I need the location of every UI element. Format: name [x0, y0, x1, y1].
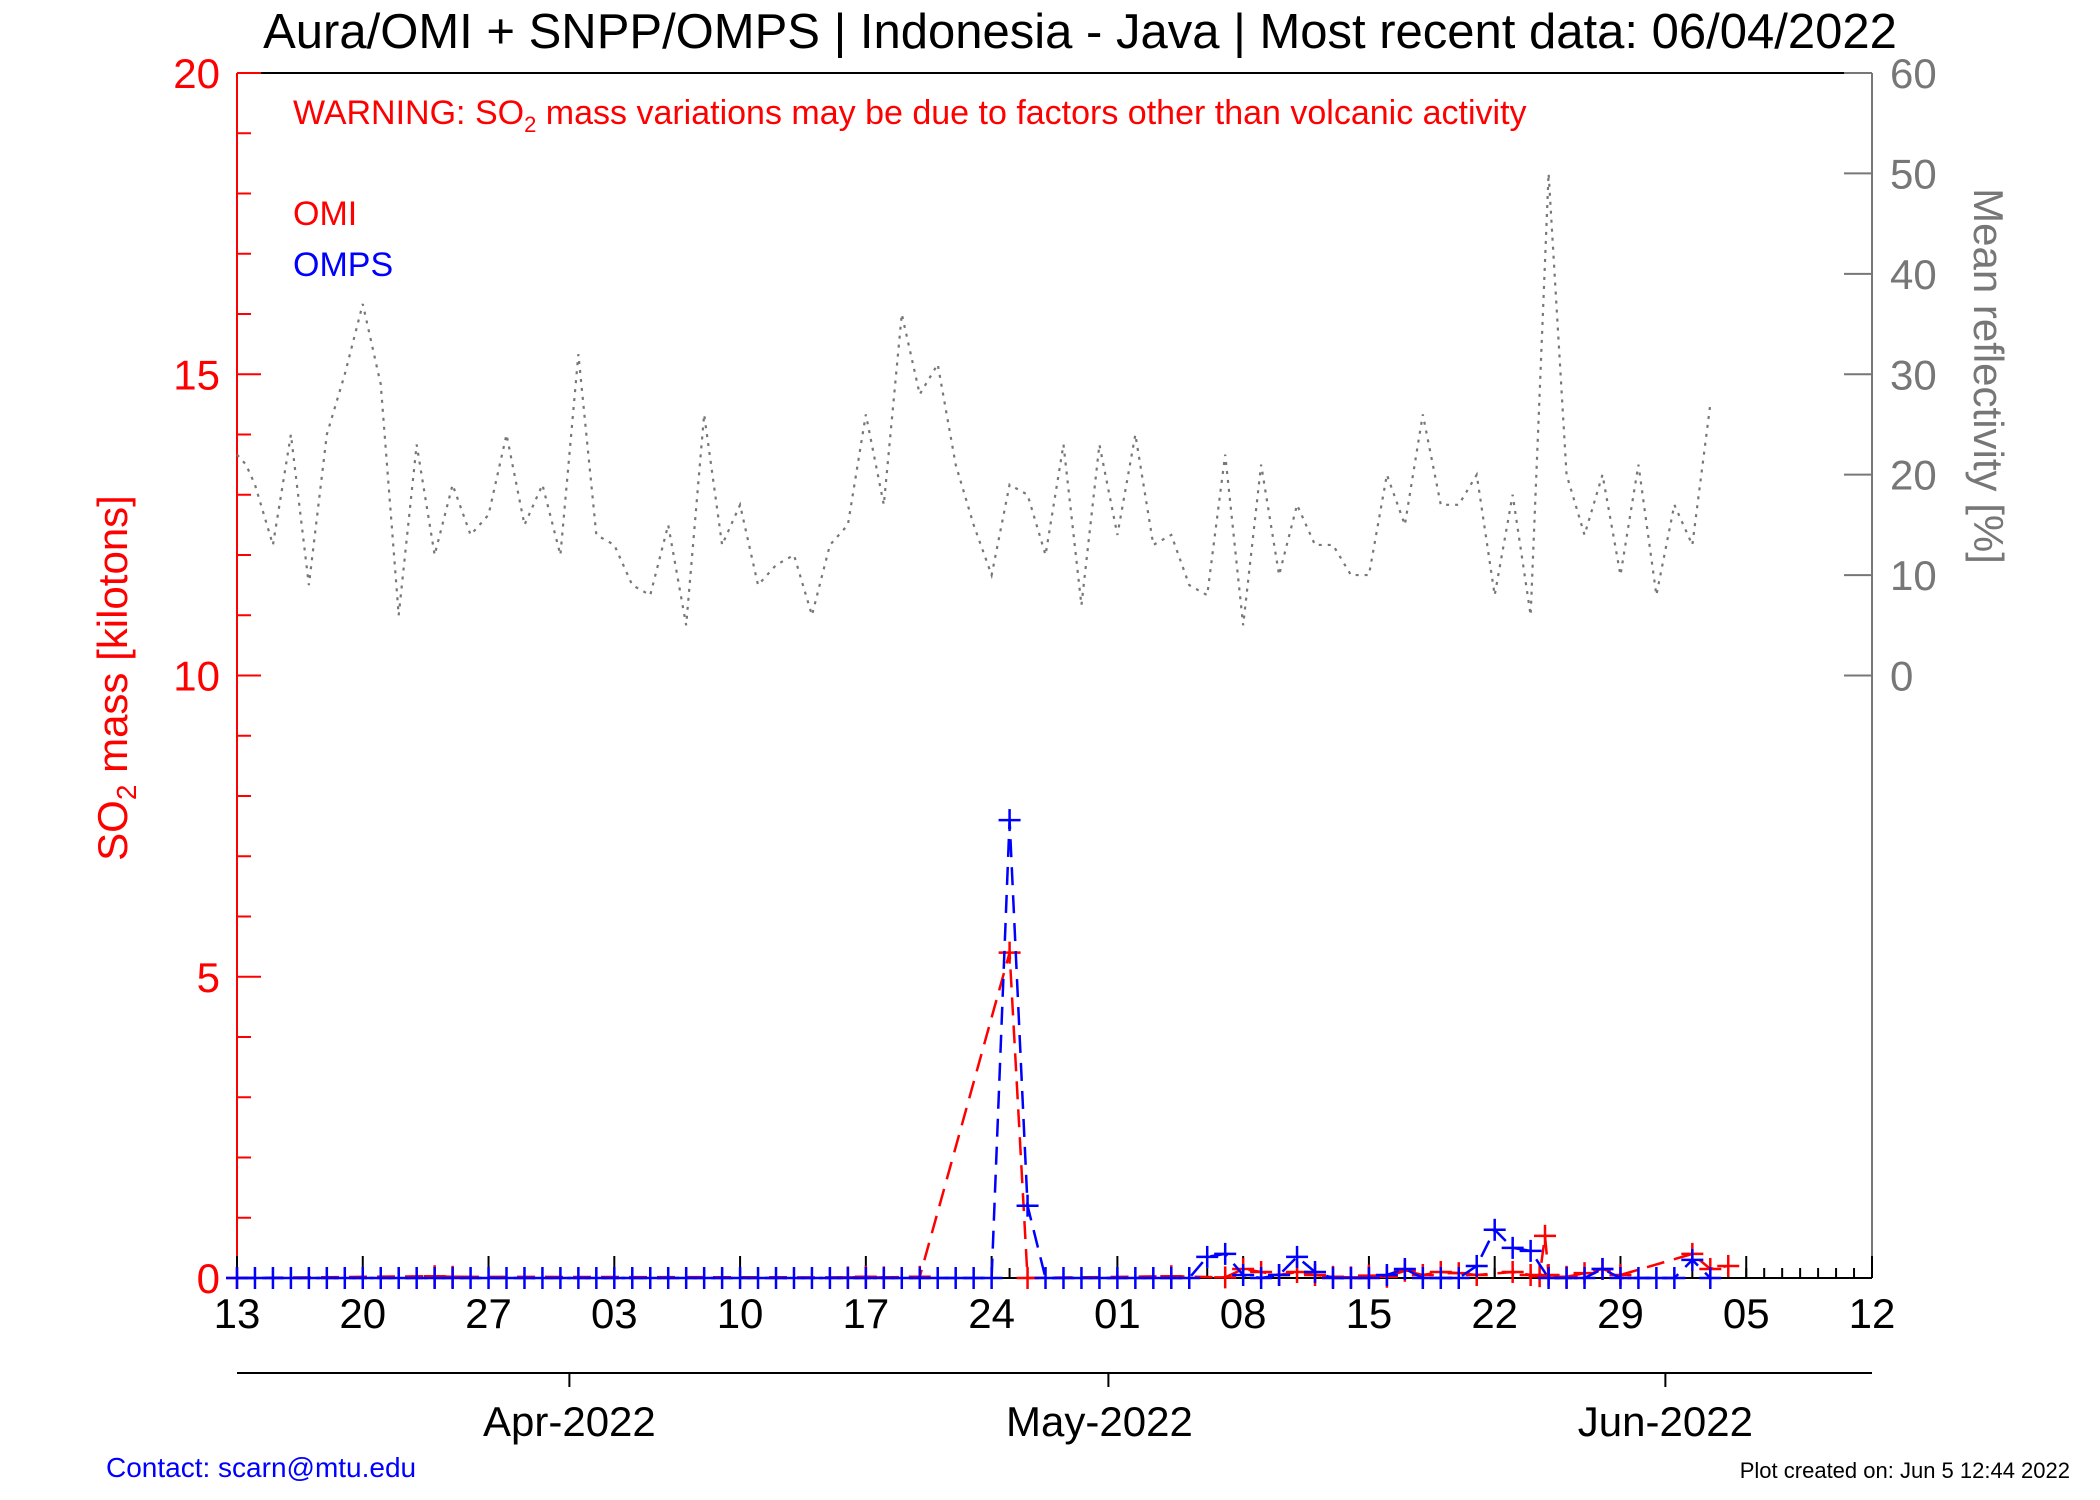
- data-point-omps: [1393, 1257, 1416, 1280]
- plot-created-text: Plot created on: Jun 5 12:44 2022: [1739, 1458, 2070, 1483]
- series-line-omps: [237, 820, 1712, 1280]
- legend-omi: OMI: [293, 195, 357, 233]
- month-label: Jun-2022: [1578, 1398, 1753, 1445]
- x-tick-label: 10: [717, 1290, 764, 1337]
- y-axis-left-label: SO2 mass [kilotons]: [89, 495, 142, 861]
- data-point-omi: [1214, 1266, 1237, 1289]
- data-point-omps: [1286, 1245, 1309, 1268]
- y-axis-right-label: Mean reflectivity [%]: [1965, 188, 2012, 564]
- data-point-omps: [1573, 1267, 1596, 1289]
- data-point-omps: [1591, 1257, 1614, 1280]
- data-point-omps: [998, 809, 1021, 832]
- y-right-tick-label: 0: [1890, 653, 1913, 700]
- legend-omps: OMPS: [293, 246, 393, 284]
- data-point-omi: [1717, 1254, 1740, 1277]
- contact-link[interactable]: Contact: scarn@mtu.edu: [106, 1452, 417, 1483]
- data-point-omps: [1232, 1263, 1255, 1286]
- x-tick-label: 29: [1597, 1290, 1644, 1337]
- data-point-omps: [1519, 1239, 1542, 1262]
- y-right-tick-label: 50: [1890, 150, 1937, 197]
- x-tick-label: 20: [339, 1290, 386, 1337]
- x-tick-label: 17: [842, 1290, 889, 1337]
- x-tick-label: 22: [1471, 1290, 1518, 1337]
- x-tick-label: 03: [591, 1290, 638, 1337]
- data-point-omps: [1250, 1267, 1273, 1289]
- data-point-omps: [1268, 1263, 1291, 1286]
- x-tick-label: 13: [214, 1290, 261, 1337]
- y-left-tick-label: 5: [197, 954, 220, 1001]
- y-right-tick-label: 20: [1890, 452, 1937, 499]
- data-point-omps: [1016, 1194, 1039, 1217]
- x-tick-label: 24: [968, 1290, 1015, 1337]
- data-point-omps: [1214, 1242, 1237, 1265]
- data-point-omi: [1534, 1224, 1556, 1247]
- data-point-omps: [1447, 1267, 1470, 1289]
- data-point-omps: [1501, 1236, 1524, 1259]
- data-point-omps: [1178, 1267, 1201, 1289]
- y-right-tick-label: 10: [1890, 552, 1937, 599]
- chart-title: Aura/OMI + SNPP/OMPS | Indonesia - Java …: [263, 5, 1897, 59]
- data-point-omps: [1357, 1267, 1380, 1289]
- data-point-omps: [1681, 1248, 1704, 1271]
- data-point-omps: [1304, 1260, 1327, 1283]
- y-left-tick-label: 20: [173, 50, 220, 97]
- y-left-tick-label: 10: [173, 653, 220, 700]
- y-left-tick-label: 15: [173, 351, 220, 398]
- data-point-omps: [1663, 1267, 1686, 1289]
- data-point-omps: [1483, 1218, 1506, 1241]
- month-label: May-2022: [1006, 1398, 1193, 1445]
- data-point-omps: [1375, 1263, 1398, 1286]
- y-right-tick-label: 30: [1890, 351, 1937, 398]
- month-label: Apr-2022: [483, 1398, 656, 1445]
- x-tick-label: 05: [1723, 1290, 1770, 1337]
- x-tick-label: 27: [465, 1290, 512, 1337]
- data-point-omps: [980, 1267, 1003, 1289]
- x-tick-label: 12: [1849, 1290, 1896, 1337]
- data-point-omps: [1465, 1254, 1488, 1277]
- x-tick-label: 01: [1094, 1290, 1141, 1337]
- x-tick-label: 15: [1346, 1290, 1393, 1337]
- series-line-mean-reflectivity: [236, 173, 1712, 626]
- y-left-tick-label: 0: [197, 1255, 220, 1302]
- y-right-tick-label: 40: [1890, 251, 1937, 298]
- x-tick-label: 08: [1220, 1290, 1267, 1337]
- warning-text: WARNING: SO2 mass variations may be due …: [293, 94, 1527, 137]
- data-point-omi: [1501, 1260, 1524, 1283]
- y-right-tick-label: 60: [1890, 50, 1937, 97]
- data-point-omps: [1196, 1245, 1219, 1268]
- data-point-omps: [1699, 1267, 1722, 1289]
